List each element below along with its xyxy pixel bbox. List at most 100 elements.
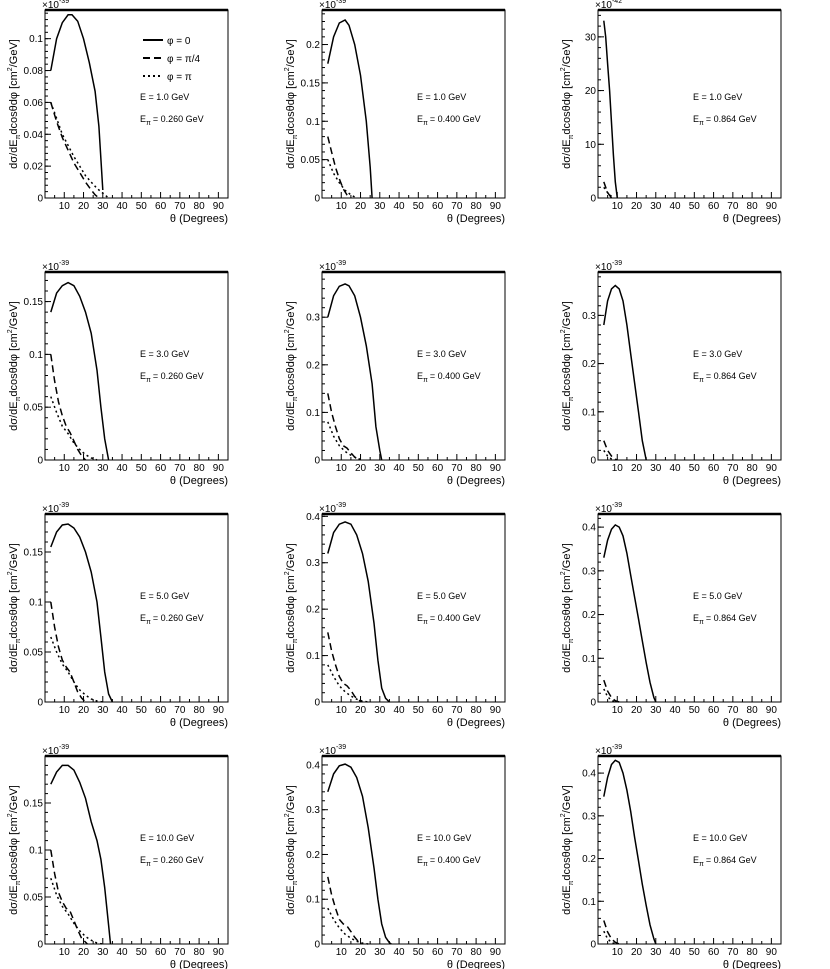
series-line-dashed	[603, 679, 620, 703]
x-tick-label: 30	[374, 201, 386, 212]
series-line-dashed	[50, 601, 87, 703]
series-line-solid	[50, 281, 110, 461]
x-tick-label: 80	[747, 463, 759, 474]
plot-frame	[44, 513, 229, 703]
series-line-solid	[603, 523, 657, 703]
y-tick-label: 0	[590, 194, 596, 205]
y-axis-label-part: dcosθdφ [cm	[561, 71, 573, 134]
x-tick-label: 50	[689, 201, 701, 212]
series-line-dashed	[50, 102, 100, 199]
y-exponent-value: -39	[59, 744, 69, 751]
y-axis-label: dσ/dEπdcosθdφ [cm2/GeV]	[7, 39, 22, 169]
y-axis-label-part: /GeV]	[8, 543, 20, 571]
x-tick-label: 10	[612, 201, 624, 212]
energy-label: E = 5.0 GeV	[140, 591, 189, 601]
energy-label: E = 1.0 GeV	[417, 92, 466, 102]
y-tick-label: 0.1	[29, 846, 43, 857]
y-axis-label-part: /GeV]	[285, 39, 297, 67]
x-tick-label: 80	[471, 463, 483, 474]
x-tick-label: 20	[78, 463, 90, 474]
x-tick-label: 20	[631, 463, 643, 474]
pion-energy-symbol: E	[693, 855, 699, 865]
panel-1: 10 20 30 40 50 60 70 80 90 0 0.02 0.04 0.06 0.08 0.1 ×1…	[7, 0, 229, 225]
y-axis-label-part: /GeV]	[8, 301, 20, 329]
y-exponent-value: -42	[612, 0, 622, 5]
series-line-dashed	[327, 632, 363, 703]
x-tick-label: 90	[213, 201, 225, 212]
y-axis-label-part: 2	[284, 813, 291, 817]
x-tick-label: 70	[174, 201, 186, 212]
pion-energy-label: Eπ = 0.864 GeV	[693, 613, 757, 626]
x-tick-label: 10	[59, 947, 71, 958]
x-tick-label: 80	[747, 201, 759, 212]
y-exponent-value: -39	[336, 744, 346, 751]
y-tick-label: 0.05	[24, 648, 44, 659]
x-tick-label: 70	[727, 201, 739, 212]
y-axis-label-part: /GeV]	[561, 543, 573, 571]
x-tick-label: 90	[766, 705, 778, 716]
series-line-dashed	[50, 849, 88, 945]
x-tick-label: 40	[116, 705, 128, 716]
x-tick-label: 40	[393, 201, 405, 212]
y-axis-label: dσ/dEπdcosθdφ [cm2/GeV]	[284, 39, 299, 169]
y-exponent-value: -39	[612, 502, 622, 509]
x-axis-label: θ (Degrees)	[723, 475, 781, 487]
y-axis-label: dσ/dEπdcosθdφ [cm2/GeV]	[7, 543, 22, 673]
x-tick-label: 60	[708, 201, 720, 212]
x-tick-label: 30	[97, 947, 109, 958]
y-exponent: ×10-42	[595, 0, 622, 11]
panel-3: 10 20 30 40 50 60 70 80 90 0 10 20 30 ×10-42 E = 1.0 G…	[560, 0, 782, 225]
y-axis-label-part: π	[292, 638, 299, 643]
y-axis-label-part: dcosθdφ [cm	[8, 575, 20, 638]
x-tick-label: 30	[97, 705, 109, 716]
energy-label: E = 1.0 GeV	[140, 92, 189, 102]
pion-energy-value: = 0.260 GeV	[153, 855, 204, 865]
y-tick-label: 0.3	[306, 313, 320, 324]
x-tick-label: 40	[116, 201, 128, 212]
legend-label: φ = π/4	[167, 54, 201, 65]
y-axis-label-part: π	[292, 880, 299, 885]
x-tick-label: 90	[490, 705, 502, 716]
y-axis-label-part: dcosθdφ [cm	[8, 71, 20, 134]
y-axis-label-part: dσ/dE	[8, 139, 20, 168]
x-tick-label: 60	[432, 947, 444, 958]
pion-energy-subscript: π	[146, 861, 151, 868]
y-axis-label-part: dσ/dE	[561, 885, 573, 914]
plot-frame	[597, 9, 782, 199]
y-axis-label-part: dσ/dE	[285, 885, 297, 914]
y-tick-label: 0.05	[301, 155, 321, 166]
x-axis-label: θ (Degrees)	[170, 717, 228, 729]
x-tick-label: 70	[727, 947, 739, 958]
y-tick-label: 0.1	[29, 598, 43, 609]
y-axis-label: dσ/dEπdcosθdφ [cm2/GeV]	[284, 785, 299, 915]
x-tick-label: 60	[155, 463, 167, 474]
y-axis-label-part: /GeV]	[285, 785, 297, 813]
energy-label: E = 10.0 GeV	[417, 833, 471, 843]
y-axis-label: dσ/dEπdcosθdφ [cm2/GeV]	[560, 785, 575, 915]
y-axis-label-part: /GeV]	[561, 39, 573, 67]
y-tick-label: 0	[590, 940, 596, 951]
y-tick-label: 0.1	[306, 408, 320, 419]
x-tick-label: 50	[413, 947, 425, 958]
x-tick-label: 30	[650, 947, 662, 958]
y-axis-label-part: 2	[560, 571, 567, 575]
pion-energy-symbol: E	[417, 855, 423, 865]
y-axis-label: dσ/dEπdcosθdφ [cm2/GeV]	[284, 301, 299, 431]
energy-label: E = 5.0 GeV	[417, 591, 466, 601]
y-axis-label-part: dσ/dE	[285, 139, 297, 168]
pion-energy-subscript: π	[423, 120, 428, 127]
x-tick-label: 60	[708, 705, 720, 716]
x-tick-label: 90	[213, 463, 225, 474]
x-tick-label: 80	[194, 201, 206, 212]
y-axis-label: dσ/dEπdcosθdφ [cm2/GeV]	[560, 301, 575, 431]
y-axis-label-part: π	[292, 134, 299, 139]
pion-energy-subscript: π	[699, 377, 704, 384]
pion-energy-value: = 0.400 GeV	[430, 855, 481, 865]
x-tick-label: 70	[174, 947, 186, 958]
y-axis-label-part: dσ/dE	[561, 401, 573, 430]
x-tick-label: 60	[155, 705, 167, 716]
y-axis-label-part: π	[292, 396, 299, 401]
pion-energy-label: Eπ = 0.400 GeV	[417, 855, 481, 868]
pion-energy-subscript: π	[699, 619, 704, 626]
